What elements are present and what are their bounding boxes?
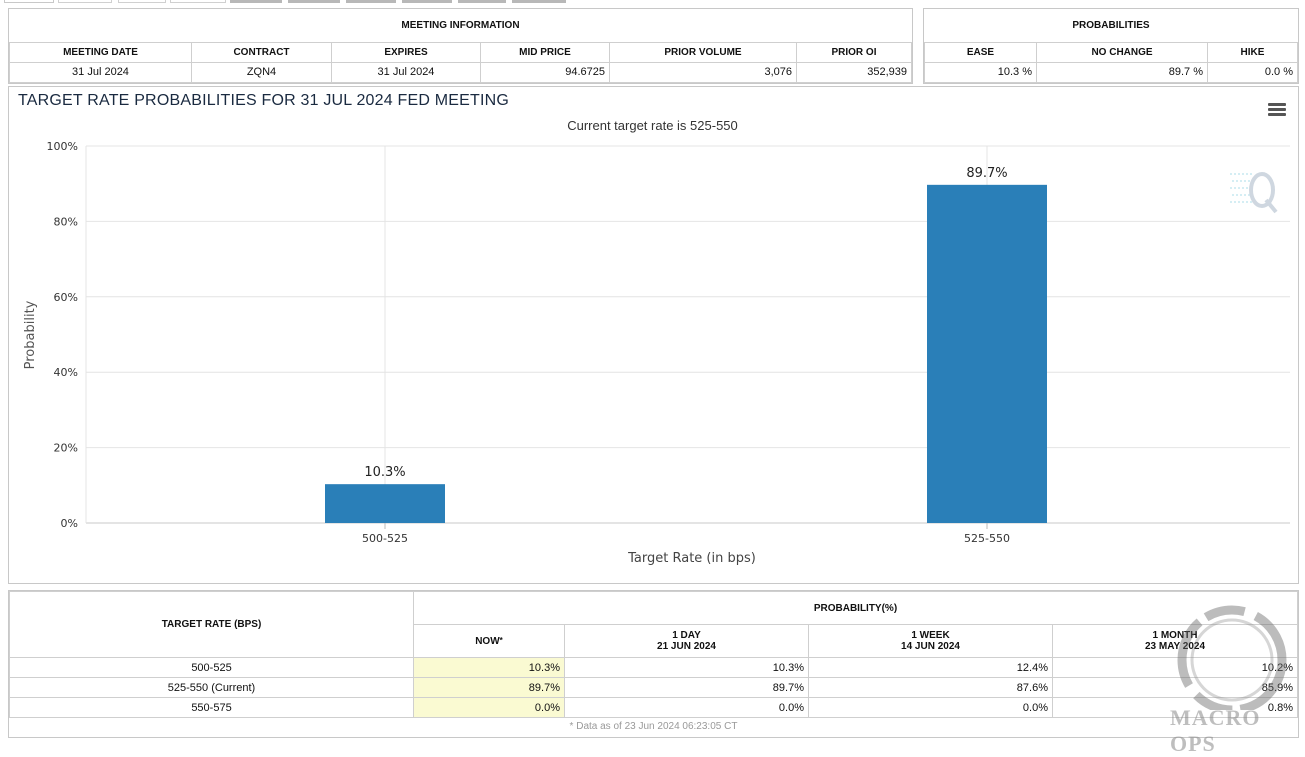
tab[interactable] — [170, 0, 226, 3]
ease-value: 10.3 % — [924, 61, 1037, 84]
table-row: 550-575 0.0% 0.0% 0.0% 0.8% — [9, 697, 1298, 718]
target-rate-panel: TARGET RATE (BPS) PROBABILITY(%) NOW* 1 … — [8, 590, 1299, 738]
data-label: 89.7% — [966, 166, 1007, 181]
grid-layer — [85, 145, 1290, 529]
probabilities-table: PROBABILITIES EASE NO CHANGE HIKE 10.3 %… — [924, 9, 1298, 84]
x-tick-label: 500-525 — [362, 532, 408, 545]
label-layer: 0% 20% 40% 60% 80% 100% 10.3% 500-525 89.7% 525-5… — [23, 140, 1010, 566]
x-tick-label: 525-550 — [964, 532, 1010, 545]
y-tick-label: 80% — [54, 215, 78, 228]
tab[interactable] — [288, 0, 340, 3]
meeting-date-value: 31 Jul 2024 — [9, 61, 192, 84]
footnote: * Data as of 23 Jun 2024 06:23:05 CT — [569, 721, 738, 733]
col-expires: EXPIRES — [331, 42, 481, 63]
no-change-value: 89.7 % — [1036, 61, 1208, 84]
chart-subtitle: Current target rate is 525-550 — [567, 118, 738, 133]
hike-value: 0.0 % — [1207, 61, 1298, 84]
tab-strip — [0, 0, 1305, 4]
col-1-week: 1 WEEK 14 JUN 2024 — [808, 624, 1053, 658]
now-label: NOW — [475, 635, 500, 647]
meeting-info-table: MEETING INFORMATION MEETING DATE CONTRAC… — [9, 9, 912, 84]
tab[interactable] — [402, 0, 452, 3]
target-rate-header: TARGET RATE (BPS) — [9, 591, 414, 658]
month-cell: 0.8% — [1052, 697, 1298, 718]
period-label: 1 DAY — [672, 630, 701, 641]
col-now: NOW* — [413, 624, 565, 658]
q-logo-icon — [1230, 172, 1278, 214]
week-cell: 0.0% — [808, 697, 1053, 718]
meeting-info-title: MEETING INFORMATION — [9, 9, 912, 44]
period-date: 14 JUN 2024 — [901, 641, 960, 652]
period-date: 23 MAY 2024 — [1144, 641, 1206, 652]
col-1-month: 1 MONTH 23 MAY 2024 — [1052, 624, 1298, 658]
now-cell: 10.3% — [413, 657, 565, 678]
tab[interactable] — [230, 0, 282, 3]
tab[interactable] — [512, 0, 566, 3]
y-tick-label: 40% — [54, 366, 78, 379]
tab[interactable] — [458, 0, 506, 3]
y-tick-label: 60% — [54, 291, 78, 304]
period-date: 21 JUN 2024 — [657, 641, 716, 652]
expires-value: 31 Jul 2024 — [331, 61, 481, 84]
x-axis-title: Target Rate (in bps) — [627, 551, 756, 566]
chart-panel — [8, 86, 1299, 584]
prior-volume-value: 3,076 — [609, 61, 797, 84]
mid-price-value: 94.6725 — [480, 61, 610, 84]
now-cell: 0.0% — [413, 697, 565, 718]
bar — [927, 184, 1047, 523]
meeting-info-panel: MEETING INFORMATION MEETING DATE CONTRAC… — [8, 8, 913, 84]
rate-cell: 550-575 — [9, 697, 414, 718]
bar-chart: 0% 20% 40% 60% 80% 100% 10.3% 500-525 89.7% 525-5… — [23, 140, 1290, 566]
probabilities-panel: PROBABILITIES EASE NO CHANGE HIKE 10.3 %… — [923, 8, 1299, 84]
week-cell: 87.6% — [808, 677, 1053, 698]
data-label: 10.3% — [364, 465, 405, 480]
period-label: 1 WEEK — [911, 630, 950, 641]
y-tick-label: 0% — [61, 517, 78, 530]
col-hike: HIKE — [1207, 42, 1298, 63]
col-prior-oi: PRIOR OI — [796, 42, 912, 63]
tab[interactable] — [4, 0, 54, 3]
week-cell: 12.4% — [808, 657, 1053, 678]
period-label: 1 MONTH — [1152, 630, 1198, 641]
rate-cell: 525-550 (Current) — [9, 677, 414, 698]
y-axis-title: Probability — [23, 300, 38, 369]
chart-title: TARGET RATE PROBABILITIES FOR 31 JUL 202… — [18, 92, 510, 109]
month-cell: 85.9% — [1052, 677, 1298, 698]
day-cell: 0.0% — [564, 697, 809, 718]
day-cell: 10.3% — [564, 657, 809, 678]
prior-oi-value: 352,939 — [796, 61, 912, 84]
now-cell: 89.7% — [413, 677, 565, 698]
col-1-day: 1 DAY 21 JUN 2024 — [564, 624, 809, 658]
hamburger-menu-icon[interactable] — [1268, 103, 1286, 117]
table-row: 525-550 (Current) 89.7% 89.7% 87.6% 85.9… — [9, 677, 1298, 698]
bar-layer — [325, 184, 1047, 523]
tab[interactable] — [118, 0, 166, 3]
target-rate-table: TARGET RATE (BPS) PROBABILITY(%) NOW* 1 … — [9, 591, 1298, 736]
y-tick-label: 20% — [54, 442, 78, 455]
col-mid-price: MID PRICE — [480, 42, 610, 63]
now-mark: * — [499, 635, 503, 645]
bar — [325, 484, 445, 523]
y-tick-label: 100% — [47, 140, 78, 153]
macro-ops-logo — [1177, 605, 1287, 710]
rate-cell: 500-525 — [9, 657, 414, 678]
tab[interactable] — [346, 0, 396, 3]
table-row: 500-525 10.3% 10.3% 12.4% 10.2% — [9, 657, 1298, 678]
probability-header: PROBABILITY(%) — [413, 591, 1298, 625]
day-cell: 89.7% — [564, 677, 809, 698]
watermark-text: MACRO OPS — [1170, 705, 1261, 756]
tab[interactable] — [58, 0, 112, 3]
